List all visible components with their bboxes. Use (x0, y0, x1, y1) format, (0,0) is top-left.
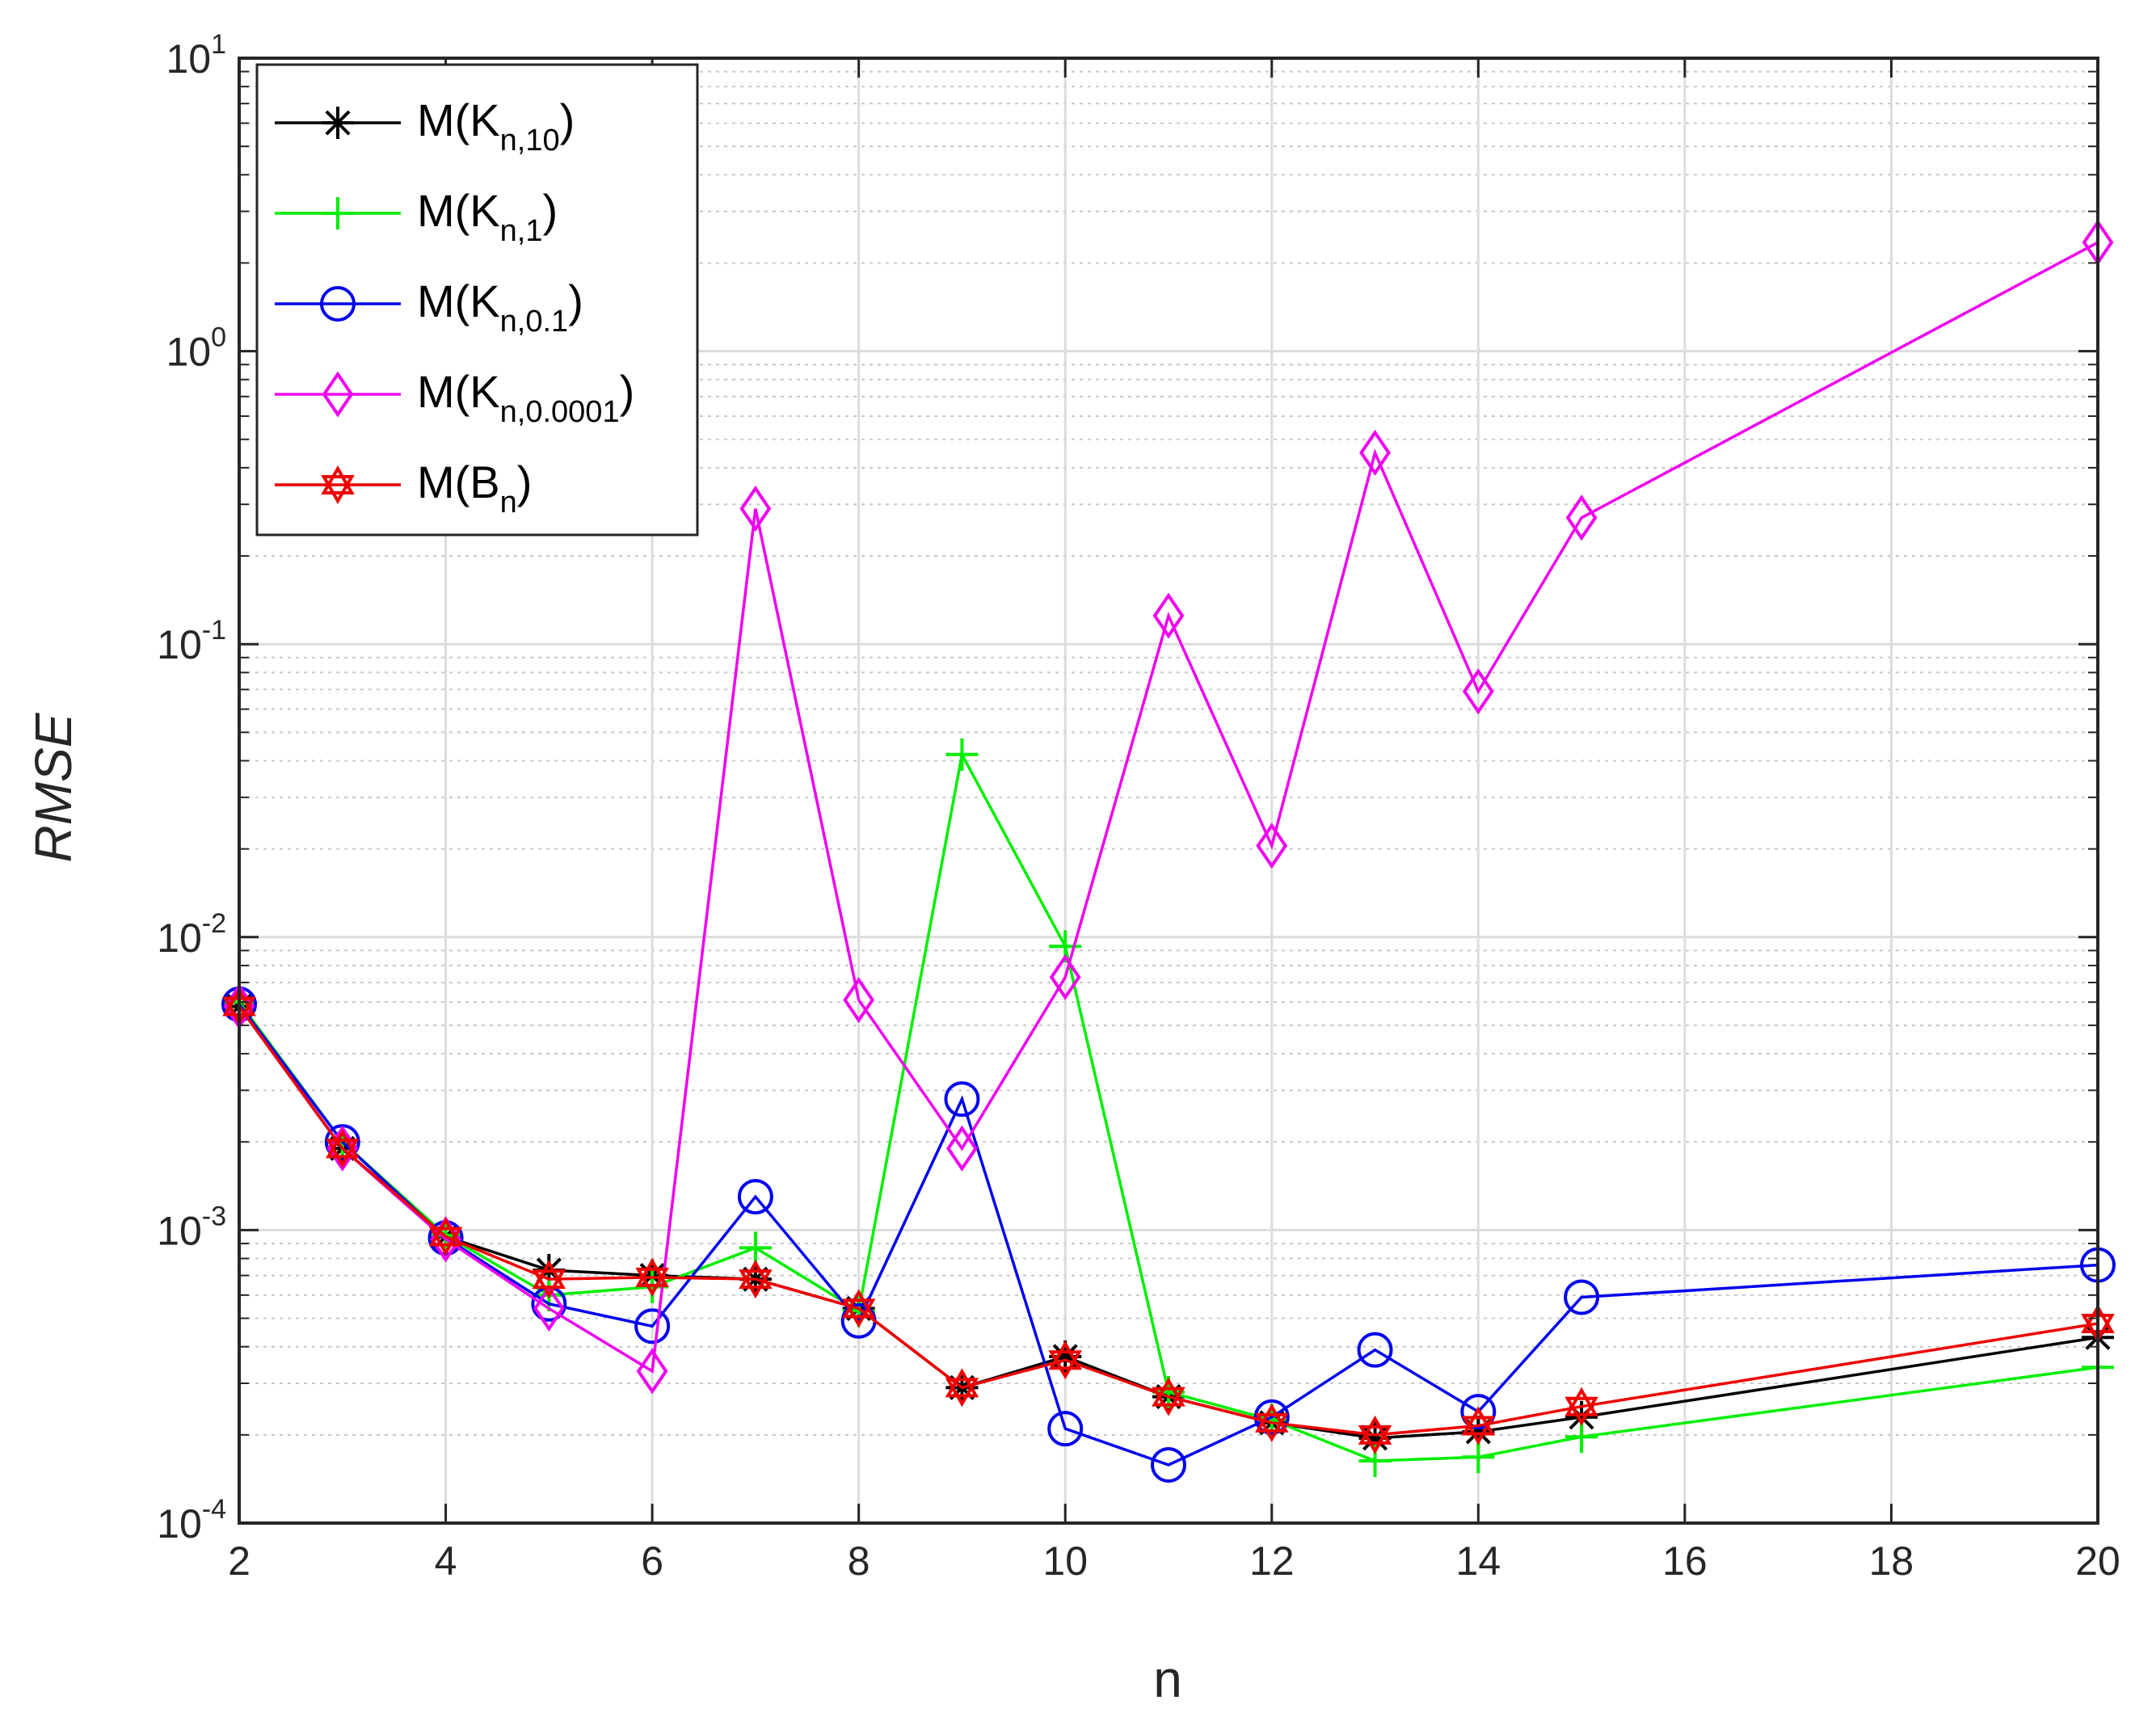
data-point-diamond (1462, 668, 1494, 715)
data-point-diamond (636, 1348, 668, 1395)
x-axis-label: n (1153, 1650, 1182, 1708)
series-line (238, 1005, 2099, 1437)
y-tick-labels: 10-4 10-3 10-2 10-1 100 101 (157, 29, 226, 1547)
data-point-hexagram (739, 1260, 773, 1299)
data-point-hexagram (532, 1260, 566, 1299)
x-tick-label: 8 (848, 1538, 870, 1584)
legend-box (255, 63, 699, 537)
x-tick-label: 16 (1662, 1538, 1708, 1584)
y-tick-label: 10-2 (157, 908, 226, 961)
data-point-hexagram (1254, 1403, 1289, 1442)
data-point-plus (1462, 1441, 1495, 1474)
x-tick-label: 12 (1249, 1538, 1295, 1584)
data-point-diamond (1359, 429, 1391, 476)
data-point-asterisk (322, 107, 354, 139)
legend-label: M(Kn,0.1) (417, 276, 583, 339)
data-point-diamond (946, 1125, 978, 1172)
y-axis-label: RMSE (24, 712, 82, 862)
data-point-hexagram (1461, 1406, 1496, 1446)
y-tick-label: 10-3 (157, 1201, 226, 1253)
data-point-plus (945, 738, 979, 771)
legend-label: M(Kn,0.0001) (417, 366, 634, 429)
data-point-diamond (843, 977, 875, 1024)
data-point-diamond (739, 485, 772, 532)
axes-box (238, 57, 2099, 1525)
data-point-circle (320, 286, 356, 322)
y-tick-label: 10-4 (157, 1494, 226, 1547)
x-tick-labels: 2 4 6 8 10 12 14 16 18 20 (228, 1538, 2120, 1584)
x-tick-label: 20 (2075, 1538, 2120, 1584)
data-point-circle (1151, 1446, 1186, 1483)
data-point-hexagram (1048, 1340, 1083, 1380)
data-point-hexagram (1564, 1387, 1598, 1426)
data-point-diamond (1049, 953, 1081, 1000)
data-point-plus (322, 197, 354, 229)
x-tick-label: 14 (1456, 1538, 1501, 1584)
series-line (238, 1003, 2099, 1467)
data-point-plus (1565, 1420, 1598, 1454)
data-point-circle (1047, 1411, 1084, 1447)
legend-label: M(Kn,1) (417, 185, 558, 248)
data-point-diamond (1256, 823, 1288, 869)
data-point-circle (1253, 1399, 1290, 1435)
legend-entry: M(Kn,0.1) (275, 276, 583, 339)
legend-entry: M(Kn,0.0001) (275, 366, 634, 429)
legend: M(Kn,10) M(Kn,1) M(Kn,0.1) M(Kn,0.0001) M(Bn… (255, 63, 699, 537)
data-point-circle (1460, 1394, 1497, 1430)
legend-label: M(Bn) (417, 457, 532, 520)
x-tick-label: 4 (435, 1538, 457, 1584)
x-tick-label: 18 (1869, 1538, 1914, 1584)
legend-label: M(Kn,10) (417, 95, 575, 158)
data-point-diamond (430, 1216, 461, 1263)
y-tick-label: 100 (166, 322, 226, 375)
x-tick-label: 2 (228, 1538, 251, 1584)
data-point-hexagram (428, 1217, 463, 1256)
legend-entry: M(Kn,10) (275, 95, 575, 158)
data-point-hexagram (325, 1129, 360, 1168)
axes (238, 57, 2099, 1525)
data-point-circle (634, 1308, 671, 1345)
series-line (238, 241, 2099, 1374)
data-point-hexagram (321, 465, 355, 505)
legend-entry: M(Kn,1) (275, 185, 558, 248)
series-layer (221, 219, 2116, 1483)
data-point-circle (737, 1179, 773, 1215)
x-tick-label: 10 (1042, 1538, 1088, 1584)
legend-entry: M(Bn) (275, 457, 532, 520)
data-point-hexagram (1152, 1377, 1185, 1416)
data-point-diamond (1152, 592, 1185, 639)
y-tick-label: 101 (166, 29, 226, 82)
data-point-circle (1564, 1279, 1600, 1315)
data-point-hexagram (841, 1289, 876, 1328)
data-point-hexagram (1358, 1415, 1392, 1454)
data-point-circle (1357, 1332, 1393, 1368)
data-point-circle (944, 1081, 980, 1117)
data-point-hexagram (635, 1257, 669, 1297)
data-point-hexagram (945, 1368, 979, 1408)
data-point-diamond (533, 1285, 565, 1332)
y-tick-label: 10-1 (157, 615, 226, 667)
series-4 (222, 987, 2115, 1454)
data-point-diamond (322, 371, 354, 418)
data-point-diamond (1565, 494, 1598, 541)
x-tick-label: 6 (641, 1538, 663, 1584)
data-point-plus (739, 1231, 772, 1265)
